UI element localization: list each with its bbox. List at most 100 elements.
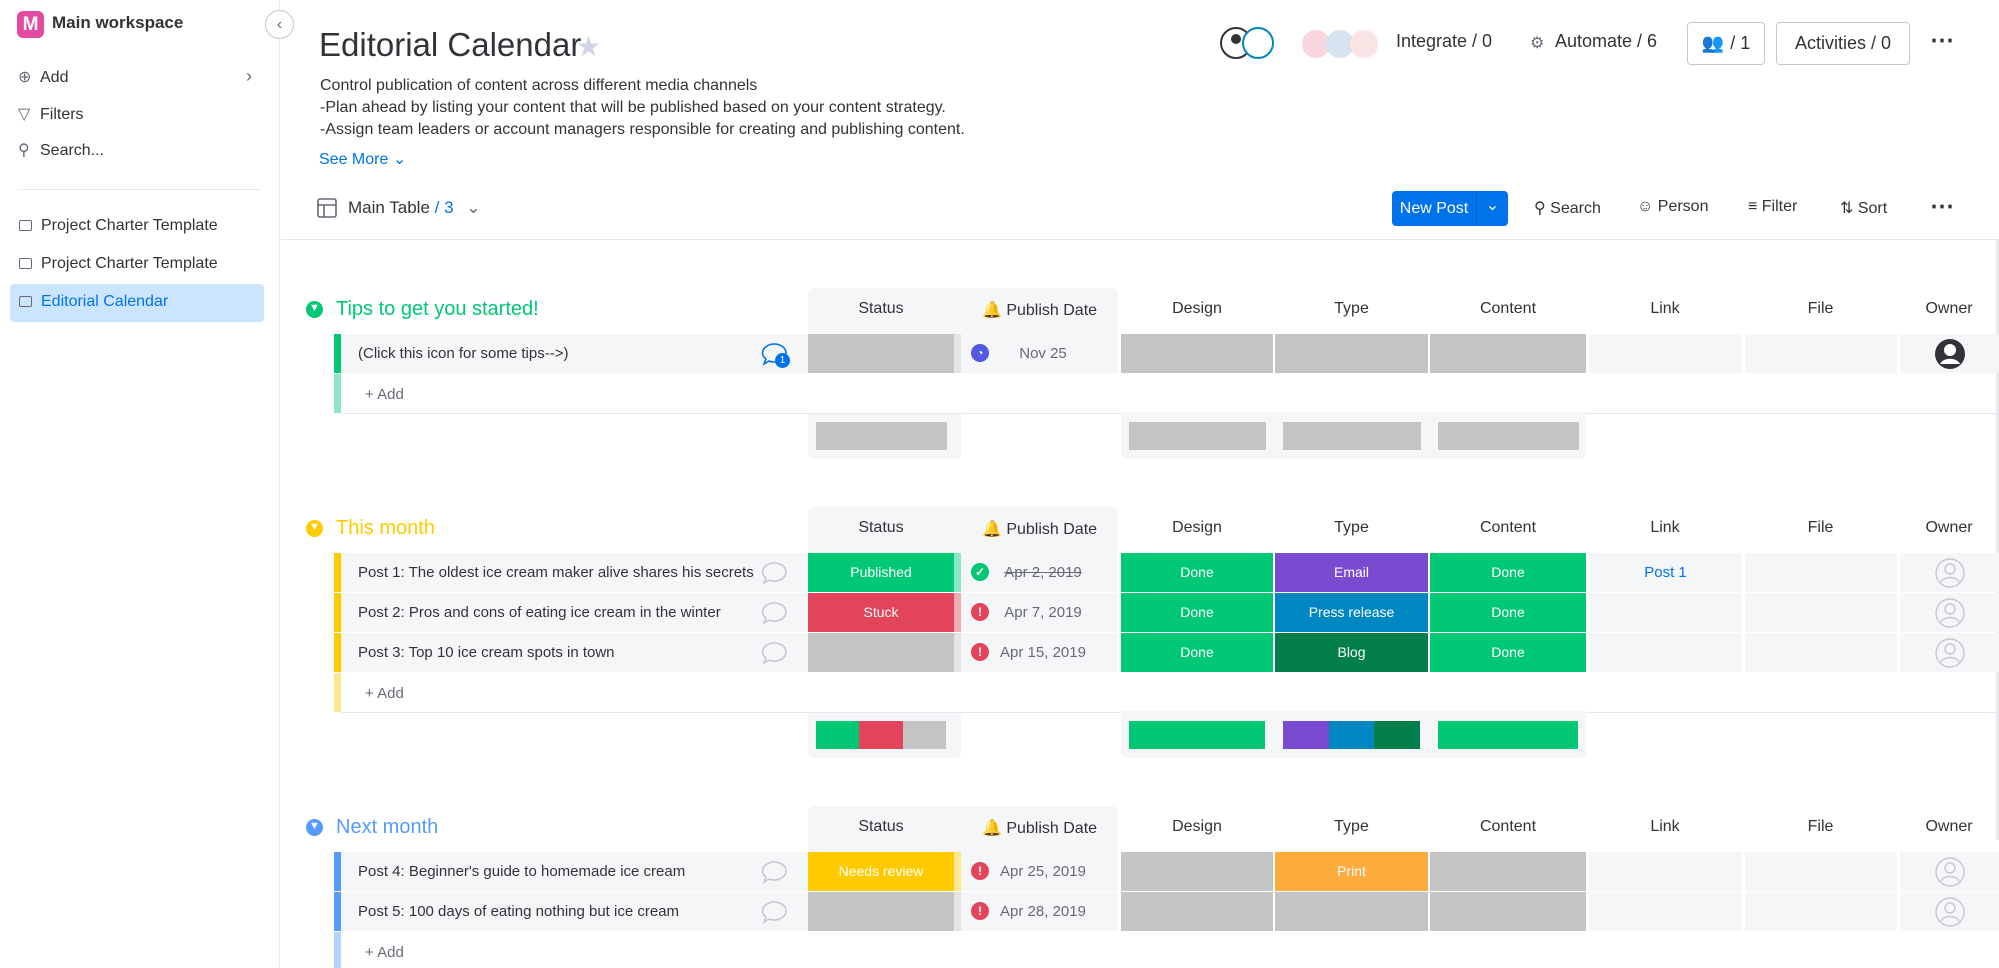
group-toggle[interactable]: ▼ bbox=[306, 520, 323, 537]
sidebar-action[interactable]: Search... bbox=[40, 142, 105, 159]
date-text[interactable]: Apr 7, 2019 bbox=[1004, 604, 1082, 621]
status-cell[interactable]: Published bbox=[808, 553, 954, 592]
column-header: Owner bbox=[1899, 300, 1999, 318]
status-cell[interactable] bbox=[808, 334, 954, 373]
favorite-star[interactable]: ★ bbox=[576, 31, 602, 62]
more-menu[interactable]: ⋯ bbox=[1930, 27, 1954, 54]
link-cell[interactable]: Post 1 bbox=[1588, 553, 1742, 592]
summary-segment bbox=[1219, 721, 1266, 749]
item-name[interactable]: Post 1: The oldest ice cream maker alive… bbox=[358, 564, 754, 581]
row-color-bar bbox=[334, 334, 341, 373]
sort-button[interactable]: ⇅ Sort bbox=[1840, 200, 1888, 217]
add-item[interactable]: + Add bbox=[365, 685, 404, 702]
content-cell[interactable] bbox=[1430, 892, 1586, 931]
view-tab[interactable]: Main Table / 3 ⌄ bbox=[348, 198, 481, 218]
item-name[interactable]: Post 2: Pros and cons of eating ice crea… bbox=[358, 604, 721, 621]
content-cell[interactable]: Done bbox=[1430, 633, 1586, 672]
add-item[interactable]: + Add bbox=[365, 944, 404, 961]
person-button[interactable]: ☺ Person bbox=[1637, 198, 1709, 215]
file-cell[interactable] bbox=[1744, 633, 1897, 672]
link-cell[interactable] bbox=[1588, 633, 1742, 672]
column-header: Owner bbox=[1899, 818, 1999, 836]
see-more[interactable]: See More ⌄ bbox=[319, 151, 407, 168]
date-text[interactable]: Nov 25 bbox=[1019, 345, 1067, 362]
group-title[interactable]: Tips to get you started! bbox=[336, 298, 539, 320]
type-cell[interactable]: Press release bbox=[1275, 593, 1428, 632]
column-header: File bbox=[1744, 300, 1897, 318]
group-title[interactable]: This month bbox=[336, 517, 435, 539]
integrate-button[interactable]: Integrate / 0 bbox=[1396, 31, 1493, 51]
file-cell[interactable] bbox=[1744, 852, 1897, 891]
design-cell[interactable] bbox=[1121, 334, 1273, 373]
add-item[interactable]: + Add bbox=[365, 386, 404, 403]
link-cell[interactable] bbox=[1588, 334, 1742, 373]
bell-icon: 🔔 bbox=[981, 820, 1002, 837]
status-cell[interactable]: Stuck bbox=[808, 593, 954, 632]
column-header-text: Owner bbox=[1925, 519, 1973, 536]
board-link[interactable]: Editorial Calendar bbox=[41, 293, 169, 310]
file-cell[interactable] bbox=[1744, 892, 1897, 931]
type-cell[interactable]: Print bbox=[1275, 852, 1428, 891]
file-cell[interactable] bbox=[1744, 553, 1897, 592]
sidebar-action[interactable]: Filters bbox=[40, 106, 84, 123]
filter-button[interactable]: ≡ Filter bbox=[1748, 198, 1798, 215]
date-text[interactable]: Apr 28, 2019 bbox=[1000, 903, 1086, 920]
status-cell[interactable] bbox=[808, 633, 954, 672]
item-name[interactable]: Post 3: Top 10 ice cream spots in town bbox=[358, 644, 615, 661]
design-cell[interactable] bbox=[1121, 892, 1273, 931]
design-cell[interactable]: Done bbox=[1121, 553, 1273, 592]
updates-icon-svg bbox=[761, 861, 787, 884]
item-name[interactable]: Post 4: Beginner's guide to homemade ice… bbox=[358, 863, 686, 880]
file-cell[interactable] bbox=[1744, 334, 1897, 373]
date-text[interactable]: Apr 15, 2019 bbox=[1000, 644, 1086, 661]
search-button[interactable]: ⚲ Search bbox=[1534, 200, 1601, 217]
column-header-text: Content bbox=[1479, 519, 1537, 536]
type-cell[interactable]: Blog bbox=[1275, 633, 1428, 672]
file-cell[interactable] bbox=[1744, 593, 1897, 632]
link-cell[interactable] bbox=[1588, 892, 1742, 931]
design-cell[interactable] bbox=[1121, 852, 1273, 891]
type-cell[interactable] bbox=[1275, 334, 1428, 373]
column-header: Content bbox=[1430, 519, 1586, 537]
type-cell[interactable] bbox=[1275, 892, 1428, 931]
board-link[interactable]: Project Charter Template bbox=[41, 217, 218, 234]
column-header: Status bbox=[808, 818, 954, 836]
group-toggle[interactable]: ▼ bbox=[306, 819, 323, 836]
toolbar-more[interactable]: ⋯ bbox=[1930, 193, 1954, 220]
active-board-bg bbox=[10, 284, 264, 322]
group-toggle[interactable]: ▼ bbox=[306, 301, 323, 318]
sidebar-action[interactable]: Add bbox=[40, 69, 69, 86]
content-cell[interactable] bbox=[1430, 334, 1586, 373]
item-name[interactable]: (Click this icon for some tips-->) bbox=[358, 345, 569, 362]
link-cell[interactable] bbox=[1588, 852, 1742, 891]
members-button[interactable]: 👥/ 1 bbox=[1687, 22, 1765, 65]
date-text[interactable]: Apr 25, 2019 bbox=[1000, 863, 1086, 880]
status-cell[interactable] bbox=[808, 892, 954, 931]
owner-avatar bbox=[1934, 896, 1966, 933]
new-item-dropdown[interactable]: ⌄ bbox=[1476, 191, 1508, 226]
date-text[interactable]: Apr 2, 2019 bbox=[1004, 564, 1082, 581]
column-header-text: Owner bbox=[1925, 300, 1973, 317]
content-cell[interactable] bbox=[1430, 852, 1586, 891]
collapse-button[interactable]: ‹ bbox=[265, 10, 294, 39]
summary-segment bbox=[1531, 721, 1579, 749]
group-title[interactable]: Next month bbox=[336, 816, 439, 838]
content-cell[interactable]: Done bbox=[1430, 593, 1586, 632]
date-status-icon: ! bbox=[971, 603, 989, 621]
item-name[interactable]: Post 5: 100 days of eating nothing but i… bbox=[358, 903, 680, 920]
activities-button[interactable]: Activities / 0 bbox=[1776, 22, 1910, 65]
new-item-button[interactable]: New Post ⌄ bbox=[1392, 191, 1508, 226]
column-header-text: Publish Date bbox=[1006, 820, 1098, 837]
design-cell[interactable]: Done bbox=[1121, 593, 1273, 632]
workspace-name[interactable]: Main workspace bbox=[52, 13, 184, 32]
type-cell[interactable]: Email bbox=[1275, 553, 1428, 592]
owner-avatar-svg bbox=[1935, 857, 1965, 887]
board-link[interactable]: Project Charter Template bbox=[41, 255, 218, 272]
status-cell[interactable]: Needs review bbox=[808, 852, 954, 891]
link-cell[interactable] bbox=[1588, 593, 1742, 632]
content-cell[interactable]: Done bbox=[1430, 553, 1586, 592]
integration-icon bbox=[1302, 30, 1330, 58]
automate-button[interactable]: Automate / 6 bbox=[1555, 31, 1658, 51]
design-cell[interactable]: Done bbox=[1121, 633, 1273, 672]
summary-segment bbox=[1484, 721, 1532, 749]
